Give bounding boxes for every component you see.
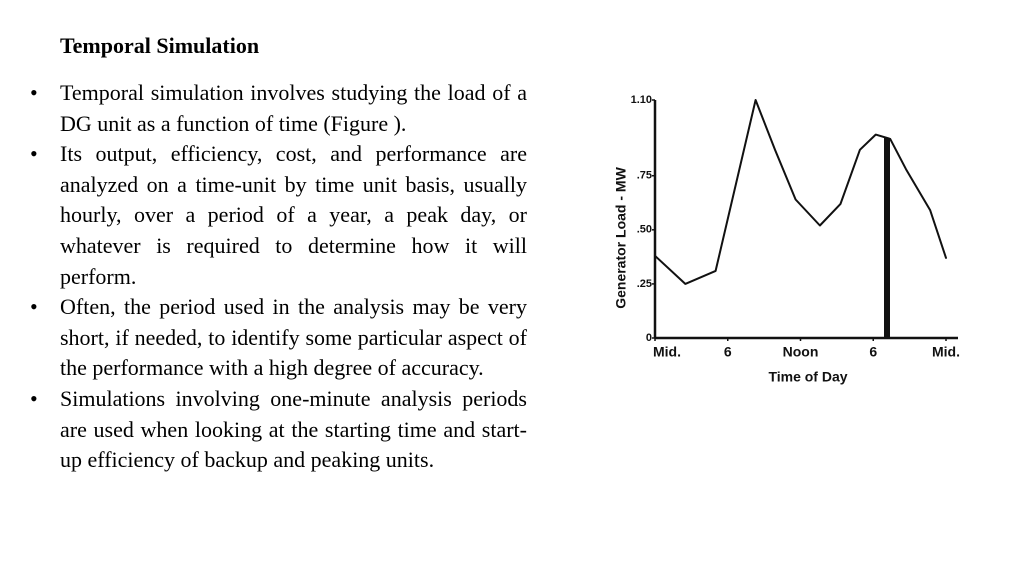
x-tick-label: Mid. xyxy=(653,344,681,360)
bullet-list: Temporal simulation involves studying th… xyxy=(30,78,527,476)
bullet: Temporal simulation involves studying th… xyxy=(30,78,527,139)
x-tick-label: 6 xyxy=(724,344,732,360)
y-tick-label: .50 xyxy=(637,224,652,236)
x-tick-label: Mid. xyxy=(932,344,960,360)
x-tick-label: 6 xyxy=(869,344,877,360)
bullet: Its output, efficiency, cost, and perfor… xyxy=(30,139,527,292)
y-axis-label: Generator Load - MW xyxy=(613,166,629,308)
load-line xyxy=(654,99,947,285)
y-tick-label: 0 xyxy=(646,332,652,344)
y-tick-label: .25 xyxy=(637,278,652,290)
bullet: Often, the period used in the analysis m… xyxy=(30,292,527,384)
slide-title: Temporal Simulation xyxy=(60,33,260,58)
bullet: Simulations involving one-minute analysi… xyxy=(30,384,527,476)
y-tick-label: 1.10 xyxy=(631,94,652,106)
x-axis-label: Time of Day xyxy=(768,369,847,385)
x-tick-label: Noon xyxy=(783,344,819,360)
y-tick-label: .75 xyxy=(637,170,652,182)
